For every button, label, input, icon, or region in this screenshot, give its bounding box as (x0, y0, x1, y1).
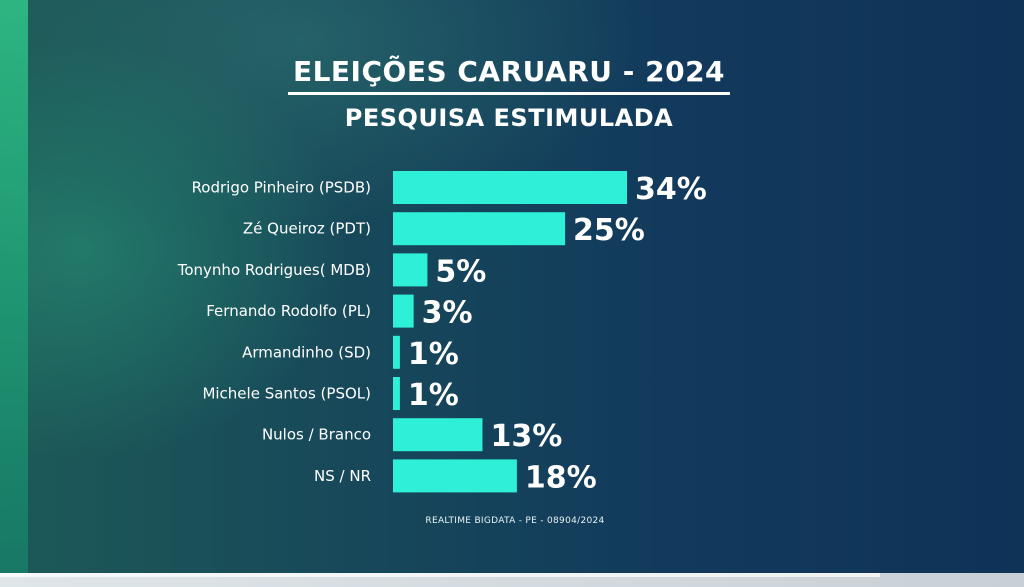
bar (393, 377, 400, 410)
bar (393, 171, 627, 204)
category-label: Nulos / Branco (262, 426, 371, 444)
value-label: 5% (435, 254, 486, 289)
value-label: 1% (408, 337, 459, 372)
source-text: REALTIME BIGDATA - PE - 08904/2024 (425, 516, 605, 526)
bottom-progress-bar (0, 573, 1024, 587)
bar (393, 459, 517, 493)
category-label: Michele Santos (PSOL) (202, 385, 371, 403)
value-label: 13% (490, 419, 562, 454)
category-label: Rodrigo Pinheiro (PSDB) (192, 179, 371, 197)
category-label: Zé Queiroz (PDT) (243, 220, 371, 238)
source-caption: REALTIME BIGDATA - PE - 08904/2024 (0, 512, 1024, 530)
category-label: Tonynho Rodrigues( MDB) (177, 261, 371, 279)
chart-subtitle: PESQUISA ESTIMULADA (344, 104, 674, 132)
category-label: Fernando Rodolfo (PL) (206, 302, 371, 320)
value-label: 25% (573, 213, 645, 248)
value-label: 1% (408, 378, 459, 413)
bar (393, 418, 483, 452)
value-label: 34% (635, 172, 707, 207)
bar (393, 212, 566, 246)
chart-title: ELEIÇÕES CARUARU - 2024 (288, 52, 730, 95)
category-label: NS / NR (314, 467, 371, 485)
value-label: 18% (525, 460, 597, 495)
bottom-progress-fill (0, 573, 880, 577)
left-edge-glow (0, 0, 28, 587)
value-label: 3% (422, 296, 473, 331)
bar (393, 335, 400, 369)
bar (393, 253, 428, 287)
category-label: Armandinho (SD) (242, 343, 371, 361)
bar (393, 294, 414, 328)
